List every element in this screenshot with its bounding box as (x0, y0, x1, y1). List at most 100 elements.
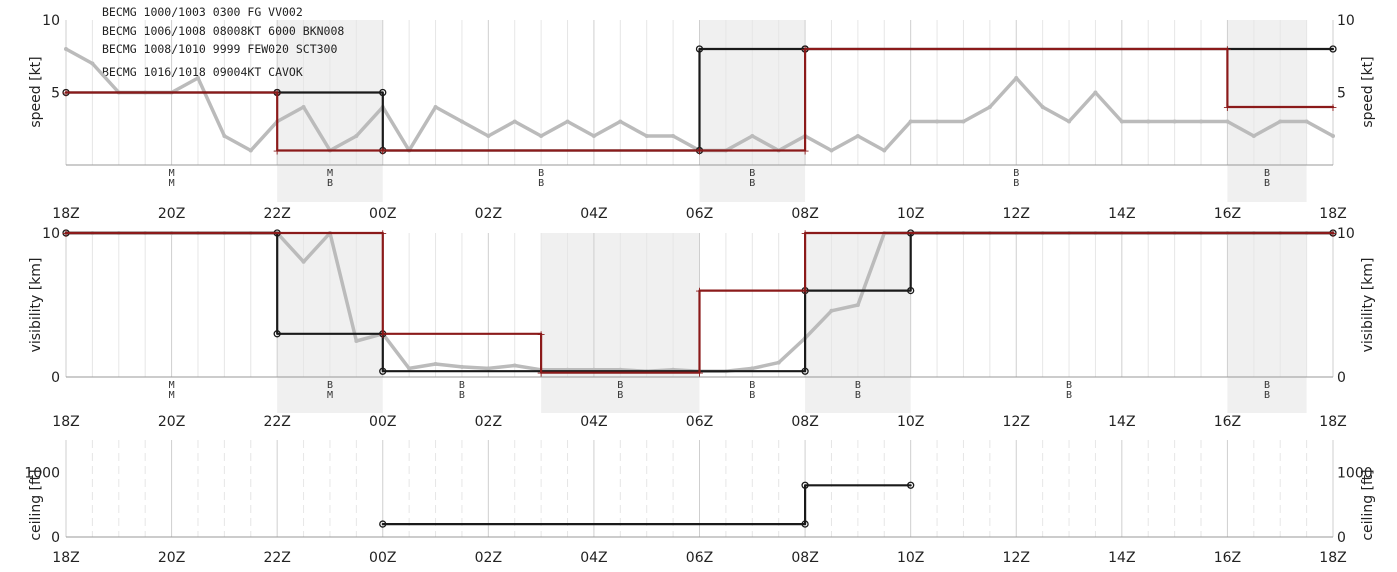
observed-point (776, 360, 781, 365)
black-step-marker (801, 481, 809, 489)
observed-point (1331, 134, 1335, 138)
observed-point (90, 61, 95, 66)
observed-point (1172, 119, 1177, 124)
category-label-top: B (1066, 380, 1072, 391)
black-step-marker (907, 286, 915, 295)
x-tick-label: 12Z (1003, 414, 1030, 430)
observed-point (1067, 119, 1072, 124)
y-tick-label-left: 10 (42, 226, 60, 242)
observed-point (1014, 76, 1019, 80)
observed-point (644, 134, 649, 138)
observed-point (591, 134, 596, 138)
category-label-bottom: B (1013, 178, 1019, 189)
category-label-bottom: B (749, 178, 755, 189)
x-tick-label: 22Z (263, 206, 290, 222)
category-label-bottom: B (749, 390, 755, 401)
x-tick-label: 02Z (475, 206, 502, 222)
observed-point (671, 134, 676, 138)
y-tick-label-right: 0 (1337, 370, 1346, 386)
observed-point (512, 119, 517, 124)
x-tick-label: 00Z (369, 206, 396, 222)
forecast-black-series-line (381, 484, 912, 526)
y-tick-label-left: 0 (51, 370, 60, 386)
category-label-top: B (1264, 168, 1270, 179)
observed-point (512, 363, 517, 368)
observed-point (750, 134, 755, 138)
red-step-marker: + (537, 367, 546, 380)
red-step-marker: + (378, 328, 387, 341)
observed-point (539, 134, 544, 138)
x-tick-label: 04Z (580, 550, 607, 566)
y-axis-label-right: ceiling [ft] (1360, 469, 1376, 540)
observed-point (407, 366, 412, 371)
x-tick-label: 08Z (791, 414, 818, 430)
category-label-bottom: M (169, 390, 175, 401)
y-tick-label-right: 5 (1337, 86, 1346, 102)
x-tick-label: 10Z (897, 206, 924, 222)
x-tick-label: 16Z (1214, 550, 1241, 566)
observed-point (618, 119, 623, 124)
observed-point (987, 105, 992, 109)
x-tick-label: 18Z (52, 414, 79, 430)
x-tick-label: 02Z (475, 550, 502, 566)
x-tick-label: 18Z (1319, 550, 1346, 566)
x-tick-label: 18Z (52, 550, 79, 566)
red-step-marker: + (273, 87, 282, 100)
x-tick-label: 04Z (580, 414, 607, 430)
x-tick-label: 16Z (1214, 414, 1241, 430)
red-step-marker: + (1328, 227, 1337, 240)
black-step-marker (379, 520, 387, 528)
category-label-bottom: B (538, 178, 544, 189)
forecast-annotation: BECMG 1000/1003 0300 FG VV002 (102, 5, 303, 19)
observed-point (248, 148, 253, 153)
observed-point (855, 303, 860, 307)
category-label-bottom: M (327, 390, 333, 401)
y-axis-label-left: speed [kt] (28, 56, 44, 127)
speed-panel: 5 5 10 10 speed [kt] speed [kt] 18Z 20Z 22Z 00Z 02… (28, 5, 1376, 222)
x-tick-label: 14Z (1108, 550, 1135, 566)
black-step-marker (273, 330, 281, 338)
category-label-top: B (749, 380, 755, 391)
x-tick-label: 10Z (897, 414, 924, 430)
red-step-marker: + (1223, 101, 1232, 114)
red-step-marker: + (1223, 43, 1232, 56)
red-step-marker: + (273, 145, 282, 158)
category-label-top: B (1264, 380, 1270, 391)
observed-point (750, 366, 755, 371)
forecast-red-series-line (64, 231, 1335, 374)
shaded-band (1227, 233, 1307, 413)
category-label-bottom: B (327, 178, 333, 189)
category-label-top: M (327, 168, 333, 179)
y-tick-label-left: 10 (42, 13, 60, 29)
x-tick-label: 06Z (686, 550, 713, 566)
x-tick-label: 14Z (1108, 206, 1135, 222)
y-tick-label-left: 0 (51, 530, 60, 546)
category-label-top: B (1013, 168, 1019, 179)
x-tick-label: 08Z (791, 550, 818, 566)
observed-point (935, 119, 940, 124)
red-step-marker: + (61, 87, 70, 100)
x-tick-label: 18Z (1319, 206, 1346, 222)
red-step-marker: + (695, 145, 704, 158)
forecast-black-series-line (64, 231, 1335, 373)
observed-point (1278, 119, 1283, 124)
red-step-marker: + (537, 328, 546, 341)
x-tick-label: 12Z (1003, 550, 1030, 566)
observed-point (64, 47, 68, 51)
y-axis-label-right: speed [kt] (1360, 56, 1376, 127)
category-label-top: B (749, 168, 755, 179)
red-step-marker: + (1328, 101, 1337, 114)
observed-point (1251, 134, 1256, 138)
black-step-marker (379, 88, 387, 97)
red-step-marker: + (695, 145, 704, 158)
category-label-top: B (617, 380, 623, 391)
x-tick-label: 20Z (158, 414, 185, 430)
observed-point (882, 148, 887, 153)
observed-point (1199, 119, 1204, 124)
observed-point (354, 134, 359, 138)
y-tick-label-right: 0 (1337, 530, 1346, 546)
observed-point (433, 105, 438, 109)
category-label-bottom: B (459, 390, 465, 401)
black-step-marker (801, 367, 809, 375)
